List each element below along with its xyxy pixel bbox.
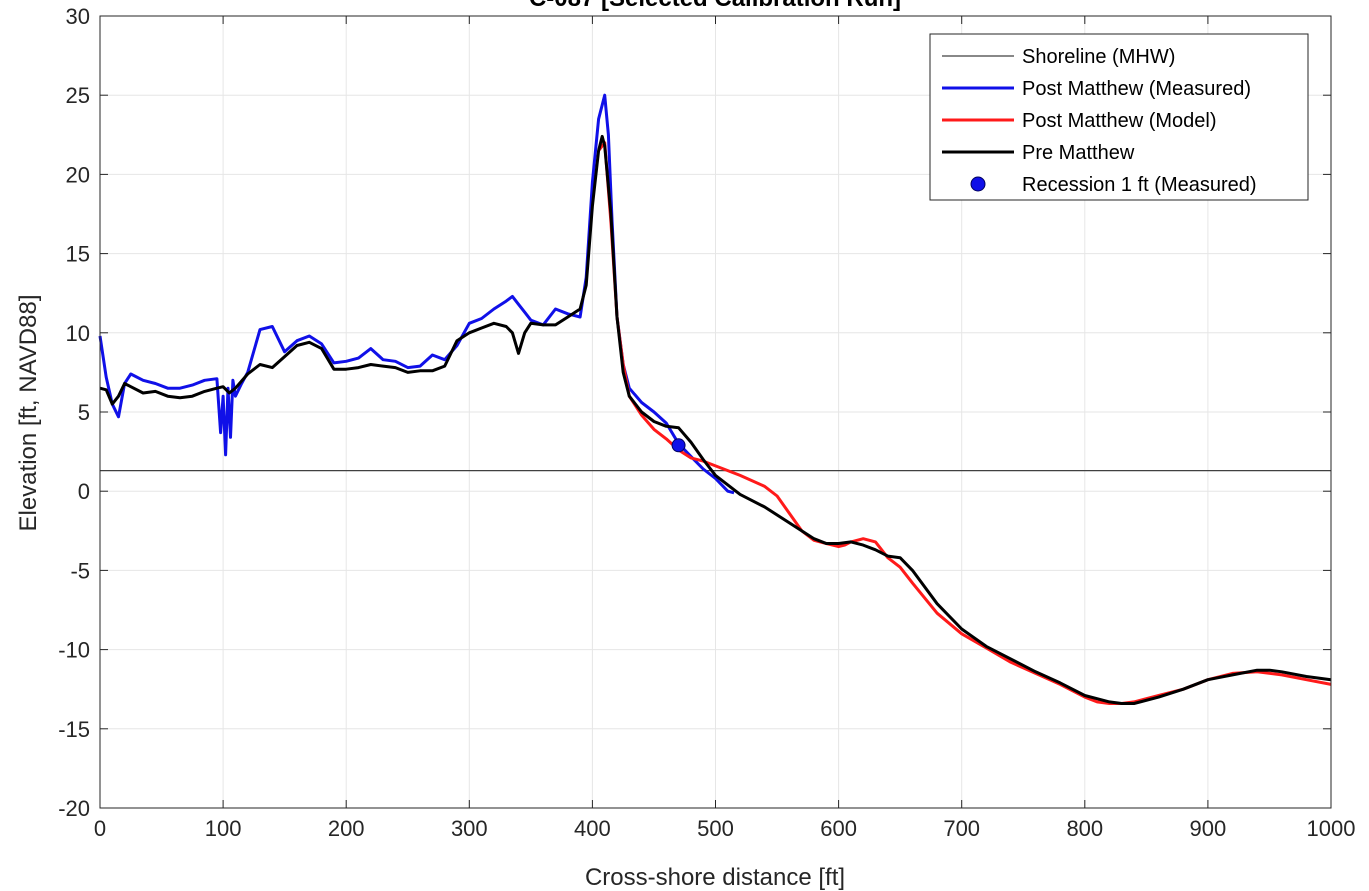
y-axis: -20 -15 -10 -5 0 5 10 15 20 25 30 xyxy=(58,4,1331,821)
x-axis: 0 100 200 300 400 500 600 700 800 900 1000 xyxy=(94,16,1356,841)
x-tick-label: 300 xyxy=(451,816,488,841)
y-tick-label: -15 xyxy=(58,717,90,742)
x-tick-label: 700 xyxy=(943,816,980,841)
legend: Shoreline (MHW) Post Matthew (Measured) Po… xyxy=(929,33,1309,201)
y-tick-label: -10 xyxy=(58,638,90,663)
x-tick-label: 800 xyxy=(1066,816,1103,841)
chart-title: C-087 [Selected Calibration Run] xyxy=(529,0,901,12)
series-line-2 xyxy=(597,141,1332,705)
x-tick-label: 1000 xyxy=(1307,816,1356,841)
legend-box xyxy=(929,33,1309,201)
y-tick-label: 20 xyxy=(66,162,90,187)
legend-swatch-4 xyxy=(970,176,986,192)
x-tick-label: 600 xyxy=(820,816,857,841)
x-tick-label: 200 xyxy=(328,816,365,841)
y-tick-label: 15 xyxy=(66,242,90,267)
x-tick-label: 400 xyxy=(574,816,611,841)
x-axis-label: Cross-shore distance [ft] xyxy=(585,864,845,891)
x-tick-label: 500 xyxy=(697,816,734,841)
x-tick-label: 900 xyxy=(1190,816,1227,841)
y-tick-label: 5 xyxy=(78,400,90,425)
legend-label-1: Post Matthew (Measured) xyxy=(1022,78,1251,100)
legend-label-2: Post Matthew (Model) xyxy=(1022,110,1217,132)
recession-marker xyxy=(671,438,686,453)
y-tick-label: 25 xyxy=(66,83,90,108)
y-tick-label: 10 xyxy=(66,321,90,346)
plot-lines xyxy=(98,93,1332,705)
y-tick-label: -20 xyxy=(58,796,90,821)
legend-label-3: Pre Matthew xyxy=(1022,142,1135,164)
y-tick-label: 30 xyxy=(66,4,90,29)
series-line-3 xyxy=(99,134,1332,705)
y-tick-label: -5 xyxy=(70,558,90,583)
y-axis-label: Elevation [ft, NAVD88] xyxy=(15,295,42,532)
series-line-1 xyxy=(98,93,735,495)
y-tick-label: 0 xyxy=(78,479,90,504)
legend-label-0: Shoreline (MHW) xyxy=(1022,46,1175,68)
x-tick-label: 100 xyxy=(205,816,242,841)
x-tick-label: 0 xyxy=(94,816,106,841)
legend-label-4: Recession 1 ft (Measured) xyxy=(1022,174,1257,196)
